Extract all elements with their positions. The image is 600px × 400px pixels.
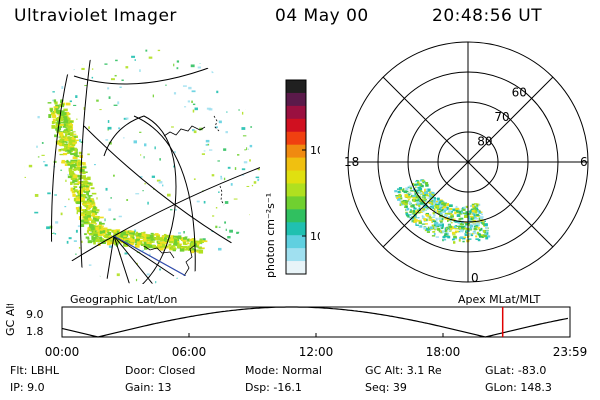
colorbar-swatch: [286, 170, 306, 184]
lat-label: 60: [512, 85, 527, 99]
colorbar-swatch: [286, 157, 306, 172]
colorbar-swatch: [286, 144, 306, 159]
footer-field: Door: Closed: [125, 364, 196, 377]
footer-field: IP: 9.0: [10, 381, 45, 394]
colorbar-tick-label: 10: [310, 230, 320, 243]
colorbar-swatch: [286, 248, 306, 262]
aurora-oval: [394, 179, 491, 244]
colorbar-swatch: [286, 80, 306, 94]
date-label: 04 May 00: [275, 6, 369, 26]
footer-field: GC Alt: 3.1 Re: [365, 364, 442, 377]
geographic-image: [24, 48, 260, 284]
footer-field: Mode: Normal: [245, 364, 322, 377]
altitude-curve: [61, 306, 569, 338]
orbit-xtick-label: 06:00: [172, 345, 207, 359]
orbit-ymin: 1.8: [26, 325, 44, 338]
colorbar-swatch: [286, 183, 306, 197]
geographic-label: Geographic Lat/Lon: [70, 293, 178, 306]
orbit-xtick-label: 12:00: [299, 345, 334, 359]
footer-field: Flt: LBHL: [10, 364, 59, 377]
colorbar: 100 10 photon cm⁻²s⁻¹: [264, 79, 320, 278]
colorbar-swatch: [286, 222, 306, 236]
colorbar-tick-label: 100: [310, 144, 320, 157]
lat-label: 70: [494, 110, 509, 124]
orbit-xtick-label: 00:00: [45, 345, 80, 359]
footer-field: Dsp: -16.1: [245, 381, 302, 394]
footer-field: Gain: 13: [125, 381, 172, 394]
footer-field: GLon: 148.3: [485, 381, 552, 394]
orbit-plot: GC Alt 9.0 1.8 00:00 06:00 12:00 18:00 23:59: [4, 304, 588, 359]
colorbar-label: photon cm⁻²s⁻¹: [264, 193, 277, 278]
footer-field: Seq: 39: [365, 381, 407, 394]
time-label: 20:48:56 UT: [432, 6, 543, 26]
orbit-xtick-label: 23:59: [553, 345, 588, 359]
colorbar-swatch: [286, 131, 306, 146]
orbit-ylabel: GC Alt: [4, 304, 17, 336]
mlt-label: 12: [472, 40, 487, 43]
apex-label: Apex MLat/MLT: [458, 293, 541, 306]
orbit-frame: [61, 306, 571, 338]
mlt-label: 6: [580, 155, 588, 169]
colorbar-swatch: [286, 196, 306, 210]
lat-label: 80: [477, 134, 492, 148]
aurora-emission: [24, 48, 260, 284]
mlt-label: 0: [471, 271, 479, 285]
mlt-label: 18: [344, 155, 359, 169]
orbit-ymax: 9.0: [26, 308, 44, 321]
colorbar-swatch: [286, 118, 306, 133]
mlt-axis: [382, 76, 554, 248]
colorbar-swatch: [286, 105, 306, 120]
colorbar-swatch: [286, 209, 306, 223]
instrument-title: Ultraviolet Imager: [14, 6, 177, 26]
colorbar-swatch: [286, 92, 306, 107]
colorbar-swatch: [286, 235, 306, 249]
colorbar-swatch: [286, 261, 306, 275]
footer-field: GLat: -83.0: [485, 364, 547, 377]
orbit-xtick-label: 18:00: [426, 345, 461, 359]
